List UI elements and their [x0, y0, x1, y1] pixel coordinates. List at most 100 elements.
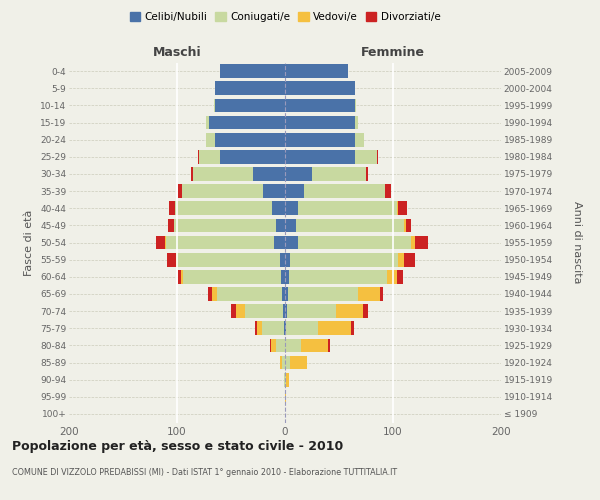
Bar	[285, 338, 301, 352]
Bar	[220, 150, 285, 164]
Bar	[285, 116, 355, 130]
Bar	[166, 236, 274, 250]
Bar	[385, 184, 391, 198]
Bar	[262, 322, 284, 335]
Bar	[231, 304, 236, 318]
Bar	[191, 167, 193, 181]
Bar	[169, 218, 174, 232]
Bar	[285, 304, 287, 318]
Bar	[284, 322, 285, 335]
Bar	[272, 202, 285, 215]
Bar	[296, 218, 404, 232]
Bar	[208, 287, 212, 301]
Bar	[184, 270, 281, 283]
Bar	[298, 236, 412, 250]
Bar	[277, 338, 285, 352]
Bar	[286, 322, 319, 335]
Bar	[290, 253, 398, 266]
Text: COMUNE DI VIZZOLO PREDABISSI (MI) - Dati ISTAT 1° gennaio 2010 - Elaborazione TU: COMUNE DI VIZZOLO PREDABISSI (MI) - Dati…	[12, 468, 397, 477]
Bar	[312, 167, 366, 181]
Bar	[182, 184, 263, 198]
Bar	[176, 253, 177, 266]
Bar	[285, 202, 298, 215]
Bar	[212, 287, 217, 301]
Bar	[386, 270, 397, 283]
Bar	[284, 373, 285, 386]
Bar	[206, 133, 215, 146]
Bar	[245, 304, 283, 318]
Bar	[358, 287, 380, 301]
Bar	[285, 167, 312, 181]
Bar	[236, 304, 245, 318]
Bar	[285, 373, 286, 386]
Bar	[355, 98, 356, 112]
Bar	[257, 322, 262, 335]
Bar	[282, 287, 285, 301]
Bar	[283, 304, 285, 318]
Bar	[157, 236, 165, 250]
Bar	[366, 167, 368, 181]
Bar	[287, 304, 336, 318]
Bar	[215, 133, 285, 146]
Bar	[217, 287, 282, 301]
Bar	[193, 167, 253, 181]
Bar	[177, 253, 280, 266]
Bar	[288, 287, 358, 301]
Y-axis label: Fasce di età: Fasce di età	[25, 210, 34, 276]
Bar	[274, 236, 285, 250]
Bar	[285, 270, 289, 283]
Bar	[215, 82, 285, 95]
Bar	[301, 338, 328, 352]
Bar	[285, 356, 290, 370]
Bar	[304, 184, 385, 198]
Bar	[174, 218, 277, 232]
Bar	[290, 356, 307, 370]
Bar	[167, 253, 176, 266]
Bar	[298, 202, 397, 215]
Text: Popolazione per età, sesso e stato civile - 2010: Popolazione per età, sesso e stato civil…	[12, 440, 343, 453]
Bar	[181, 270, 184, 283]
Bar	[319, 322, 351, 335]
Legend: Celibi/Nubili, Coniugati/e, Vedovi/e, Divorziati/e: Celibi/Nubili, Coniugati/e, Vedovi/e, Di…	[125, 8, 445, 26]
Bar	[285, 184, 304, 198]
Bar	[328, 338, 331, 352]
Bar	[380, 287, 383, 301]
Bar	[215, 98, 285, 112]
Bar	[263, 184, 285, 198]
Bar	[398, 202, 407, 215]
Bar	[285, 236, 298, 250]
Bar	[197, 150, 199, 164]
Bar	[355, 150, 377, 164]
Bar	[406, 218, 412, 232]
Text: Femmine: Femmine	[361, 46, 425, 59]
Bar	[397, 202, 398, 215]
Bar	[285, 64, 347, 78]
Bar	[214, 98, 215, 112]
Bar	[277, 218, 285, 232]
Bar	[412, 236, 415, 250]
Bar	[285, 390, 286, 404]
Bar	[280, 253, 285, 266]
Bar	[280, 356, 282, 370]
Bar	[351, 322, 354, 335]
Bar	[169, 202, 175, 215]
Bar	[415, 236, 428, 250]
Bar	[285, 253, 290, 266]
Bar	[178, 184, 182, 198]
Bar	[220, 64, 285, 78]
Bar	[289, 270, 386, 283]
Bar	[404, 218, 406, 232]
Bar	[285, 322, 286, 335]
Bar	[336, 304, 363, 318]
Bar	[253, 167, 285, 181]
Bar	[285, 133, 355, 146]
Bar	[285, 287, 288, 301]
Bar	[270, 338, 271, 352]
Bar	[178, 270, 181, 283]
Bar	[285, 98, 355, 112]
Bar	[165, 236, 166, 250]
Bar	[355, 133, 364, 146]
Bar	[271, 338, 277, 352]
Bar	[363, 304, 368, 318]
Bar	[285, 82, 355, 95]
